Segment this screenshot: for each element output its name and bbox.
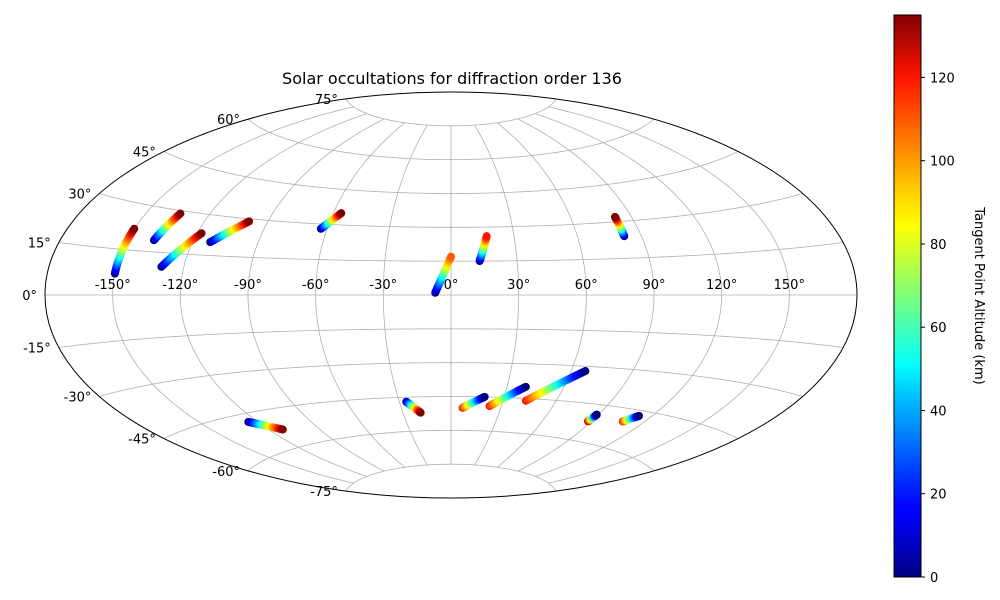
track-point xyxy=(197,229,206,238)
parallel-line xyxy=(345,463,557,492)
chart-title: Solar occultations for diffraction order… xyxy=(282,69,622,88)
occultation-track xyxy=(618,411,643,426)
parallel-line xyxy=(99,193,803,228)
lat-tick-label: 30° xyxy=(68,188,91,203)
parallel-line xyxy=(163,396,739,439)
lat-tick-label: 0° xyxy=(22,289,37,304)
track-point xyxy=(592,410,601,419)
colorbar-ticks: 0 20 40 60 80 100 120 xyxy=(921,71,955,586)
lon-tick-label: -120° xyxy=(162,278,198,293)
track-point xyxy=(416,408,425,417)
lon-tick-label: -90° xyxy=(234,278,262,293)
occultation-track xyxy=(157,229,206,271)
occultation-track xyxy=(611,212,629,241)
lon-tick-label: 60° xyxy=(575,278,598,293)
lon-tick-label: 90° xyxy=(642,278,665,293)
occultation-track xyxy=(485,382,530,411)
lat-tick-label: 75° xyxy=(315,93,338,108)
colorbar-tick-label: 120 xyxy=(930,71,955,86)
lon-tick-label: -60° xyxy=(302,278,330,293)
lon-tick-label: 30° xyxy=(507,278,530,293)
lat-tick-label: -60° xyxy=(212,465,240,480)
track-point xyxy=(521,382,530,391)
lat-tick-label: -75° xyxy=(310,485,338,500)
colorbar-gradient xyxy=(893,14,922,578)
lat-tick-label: -30° xyxy=(64,391,92,406)
track-point xyxy=(634,411,643,420)
colorbar-tick-label: 0 xyxy=(930,571,938,586)
occultation-track xyxy=(431,252,455,297)
colorbar-tick-label: 60 xyxy=(930,321,947,336)
lon-tick-label: 0° xyxy=(444,278,459,293)
track-point xyxy=(447,252,455,261)
occultation-track xyxy=(458,392,489,412)
lon-tick-label: -150° xyxy=(95,278,131,293)
track-point xyxy=(278,425,287,434)
track-point xyxy=(611,212,619,221)
occultation-track xyxy=(206,217,254,247)
colorbar: 0 20 40 60 80 100 120 Tangent Point Altitude (… xyxy=(893,14,986,586)
colorbar-tick-label: 80 xyxy=(930,238,947,253)
track-point xyxy=(130,224,139,233)
track-point xyxy=(482,232,491,241)
occultation-track xyxy=(316,209,346,233)
parallel-line xyxy=(163,151,739,194)
lat-tick-label: 15° xyxy=(28,237,51,252)
map-grid xyxy=(44,91,858,499)
parallel-line xyxy=(58,328,844,348)
axis-tick-labels: -150° -120° -90° -60° -30° 0° 30° 60° 90° 120° 150… xyxy=(22,93,805,500)
occultation-track xyxy=(584,410,601,426)
lat-tick-label: 45° xyxy=(133,146,156,161)
map-boundary xyxy=(44,91,858,499)
lat-tick-label: -45° xyxy=(128,433,156,448)
colorbar-tick-label: 100 xyxy=(930,155,955,170)
colorbar-tick-label: 40 xyxy=(930,405,947,420)
occultation-track xyxy=(475,232,491,266)
track-point xyxy=(480,392,489,401)
track-point xyxy=(337,209,346,218)
track-point xyxy=(581,367,590,376)
parallel-line xyxy=(247,429,655,472)
lon-tick-label: 150° xyxy=(774,278,805,293)
lon-tick-label: -30° xyxy=(369,278,397,293)
track-point xyxy=(245,217,254,226)
lon-tick-label: 120° xyxy=(706,278,737,293)
occultation-track xyxy=(402,397,425,417)
occultation-track xyxy=(110,224,139,278)
parallel-line xyxy=(345,98,557,127)
occultation-track xyxy=(521,367,590,405)
occultation-track xyxy=(244,417,287,434)
colorbar-label: Tangent Point Altitude (km) xyxy=(971,206,986,384)
occultation-track xyxy=(149,209,185,245)
colorbar-tick-label: 20 xyxy=(930,488,947,503)
data-tracks xyxy=(110,209,643,434)
parallel-line xyxy=(99,362,803,397)
parallel-line xyxy=(247,118,655,161)
lat-tick-label: 60° xyxy=(217,113,240,128)
track-point xyxy=(176,209,185,218)
lat-tick-label: -15° xyxy=(23,342,51,357)
